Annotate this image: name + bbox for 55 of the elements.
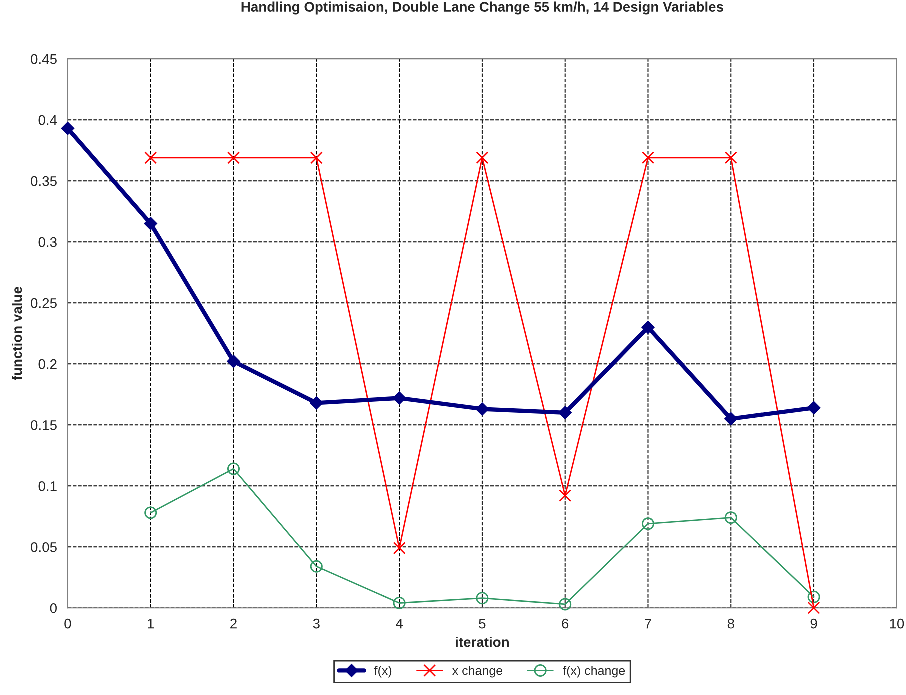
x-tick-label: 4 — [396, 619, 403, 629]
point — [144, 506, 158, 520]
x-tick-label: 8 — [728, 618, 734, 629]
point — [724, 412, 738, 426]
point — [808, 590, 820, 604]
point — [558, 406, 572, 420]
x-tick-label: 5 — [479, 619, 486, 629]
x-tick-label: 10 — [890, 618, 904, 629]
legend-label: x change — [452, 666, 503, 678]
y-tick-label: 0.3 — [38, 237, 57, 248]
chart-title: Handling Optimisaion, Double Lane Change 55 km/h, 14 Design Variables — [242, 2, 724, 15]
point — [642, 320, 655, 334]
y-tick-label: 0.35 — [31, 176, 57, 186]
point — [476, 152, 489, 164]
y-tick-label: 0.25 — [31, 298, 57, 308]
point — [227, 355, 240, 368]
point — [476, 592, 489, 605]
point — [559, 490, 572, 502]
point — [808, 602, 820, 614]
point — [392, 392, 406, 405]
point — [228, 462, 240, 476]
point — [559, 598, 572, 611]
y-tick-label: 0 — [50, 603, 57, 614]
point — [310, 152, 323, 164]
point — [724, 512, 738, 524]
legend-label: f(x) change — [563, 666, 626, 678]
y-tick-label: 0.1 — [38, 481, 57, 492]
x-tick-label: 3 — [313, 618, 320, 629]
legend-label: f(x) — [374, 666, 392, 678]
y-axis-title: function value — [12, 287, 22, 380]
x-tick-label: 6 — [562, 618, 569, 629]
point — [393, 542, 406, 555]
y-tick-label: 0.45 — [31, 54, 57, 64]
point — [476, 402, 490, 416]
point — [807, 401, 821, 415]
point — [310, 560, 323, 573]
y-tick-label: 0.15 — [31, 420, 57, 430]
x-tick-label: 0 — [64, 618, 72, 629]
x-axis-title: iteration — [456, 637, 509, 648]
point — [724, 152, 738, 164]
point — [310, 396, 324, 410]
point — [144, 152, 158, 164]
point — [393, 596, 406, 610]
y-tick-label: 0.4 — [38, 115, 58, 126]
point — [61, 122, 75, 136]
point — [642, 152, 654, 164]
x-tick-label: 1 — [148, 619, 154, 629]
point — [642, 518, 654, 530]
x-tick-label: 2 — [230, 618, 237, 629]
y-tick-label: 0.2 — [38, 359, 57, 370]
point — [144, 217, 158, 230]
point — [228, 152, 240, 164]
x-tick-label: 9 — [810, 618, 818, 629]
y-tick-label: 0.05 — [31, 542, 57, 552]
x-tick-label: 7 — [645, 619, 652, 629]
